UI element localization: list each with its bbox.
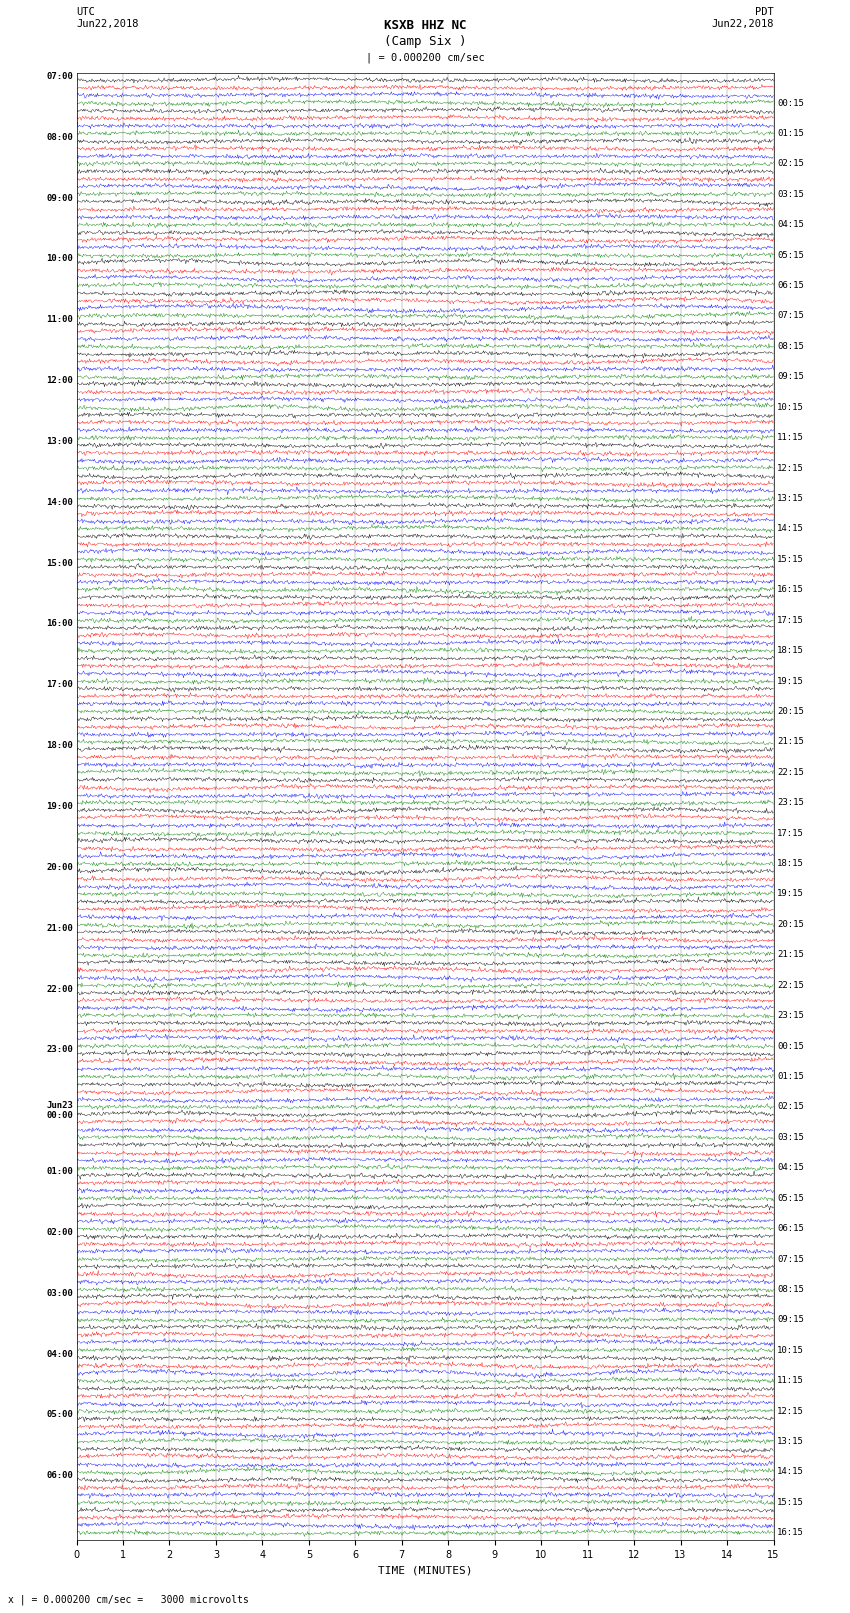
Text: 08:15: 08:15 bbox=[777, 1286, 804, 1294]
Text: 22:00: 22:00 bbox=[46, 984, 73, 994]
Text: 10:00: 10:00 bbox=[46, 255, 73, 263]
Text: 18:00: 18:00 bbox=[46, 740, 73, 750]
Text: 15:15: 15:15 bbox=[777, 555, 804, 565]
Text: 14:15: 14:15 bbox=[777, 1468, 804, 1476]
Text: 22:15: 22:15 bbox=[777, 981, 804, 990]
Text: 18:15: 18:15 bbox=[777, 860, 804, 868]
Text: 00:15: 00:15 bbox=[777, 98, 804, 108]
Text: 14:00: 14:00 bbox=[46, 498, 73, 506]
Text: 06:00: 06:00 bbox=[46, 1471, 73, 1481]
Text: 17:15: 17:15 bbox=[777, 829, 804, 837]
Text: 10:15: 10:15 bbox=[777, 1345, 804, 1355]
Text: 04:15: 04:15 bbox=[777, 221, 804, 229]
Text: 03:15: 03:15 bbox=[777, 190, 804, 198]
Text: 21:00: 21:00 bbox=[46, 924, 73, 932]
Text: 08:15: 08:15 bbox=[777, 342, 804, 352]
Text: 01:15: 01:15 bbox=[777, 1073, 804, 1081]
Text: 06:15: 06:15 bbox=[777, 281, 804, 290]
Text: | = 0.000200 cm/sec: | = 0.000200 cm/sec bbox=[366, 52, 484, 63]
Text: KSXB HHZ NC: KSXB HHZ NC bbox=[383, 19, 467, 32]
Text: 19:15: 19:15 bbox=[777, 889, 804, 898]
Text: 15:00: 15:00 bbox=[46, 558, 73, 568]
Text: 04:00: 04:00 bbox=[46, 1350, 73, 1358]
Text: 19:15: 19:15 bbox=[777, 676, 804, 686]
Text: 16:00: 16:00 bbox=[46, 619, 73, 629]
Text: 13:15: 13:15 bbox=[777, 494, 804, 503]
Text: Jun23
00:00: Jun23 00:00 bbox=[46, 1102, 73, 1121]
Text: 07:15: 07:15 bbox=[777, 311, 804, 321]
Text: 18:15: 18:15 bbox=[777, 647, 804, 655]
Text: 15:15: 15:15 bbox=[777, 1498, 804, 1507]
Text: 12:00: 12:00 bbox=[46, 376, 73, 386]
Text: 13:00: 13:00 bbox=[46, 437, 73, 445]
Text: 02:15: 02:15 bbox=[777, 1102, 804, 1111]
Text: 01:15: 01:15 bbox=[777, 129, 804, 139]
Text: 13:15: 13:15 bbox=[777, 1437, 804, 1445]
Text: 05:15: 05:15 bbox=[777, 250, 804, 260]
Text: x | = 0.000200 cm/sec =   3000 microvolts: x | = 0.000200 cm/sec = 3000 microvolts bbox=[8, 1594, 249, 1605]
Text: 20:15: 20:15 bbox=[777, 919, 804, 929]
Text: 23:00: 23:00 bbox=[46, 1045, 73, 1055]
Text: 14:15: 14:15 bbox=[777, 524, 804, 534]
Text: 05:00: 05:00 bbox=[46, 1410, 73, 1419]
Text: (Camp Six ): (Camp Six ) bbox=[383, 35, 467, 48]
Text: 22:15: 22:15 bbox=[777, 768, 804, 777]
Text: 07:15: 07:15 bbox=[777, 1255, 804, 1263]
Text: 02:00: 02:00 bbox=[46, 1227, 73, 1237]
Text: 06:15: 06:15 bbox=[777, 1224, 804, 1232]
Text: 00:15: 00:15 bbox=[777, 1042, 804, 1050]
Text: 10:15: 10:15 bbox=[777, 403, 804, 411]
Text: 16:15: 16:15 bbox=[777, 586, 804, 594]
Text: 11:15: 11:15 bbox=[777, 434, 804, 442]
Text: 08:00: 08:00 bbox=[46, 132, 73, 142]
Text: 16:15: 16:15 bbox=[777, 1528, 804, 1537]
Text: 19:00: 19:00 bbox=[46, 802, 73, 811]
Text: 11:00: 11:00 bbox=[46, 315, 73, 324]
Text: 11:15: 11:15 bbox=[777, 1376, 804, 1386]
Text: 17:15: 17:15 bbox=[777, 616, 804, 624]
Text: 09:15: 09:15 bbox=[777, 1315, 804, 1324]
Text: 12:15: 12:15 bbox=[777, 1407, 804, 1416]
Text: 21:15: 21:15 bbox=[777, 737, 804, 747]
Text: 05:15: 05:15 bbox=[777, 1194, 804, 1203]
Text: PDT
Jun22,2018: PDT Jun22,2018 bbox=[711, 8, 774, 29]
Text: 20:15: 20:15 bbox=[777, 706, 804, 716]
Text: 07:00: 07:00 bbox=[46, 73, 73, 81]
Text: 01:00: 01:00 bbox=[46, 1168, 73, 1176]
Text: 17:00: 17:00 bbox=[46, 681, 73, 689]
Text: 20:00: 20:00 bbox=[46, 863, 73, 873]
Text: 23:15: 23:15 bbox=[777, 1011, 804, 1019]
Text: 23:15: 23:15 bbox=[777, 798, 804, 806]
Text: 03:00: 03:00 bbox=[46, 1289, 73, 1298]
Text: UTC
Jun22,2018: UTC Jun22,2018 bbox=[76, 8, 139, 29]
Text: 09:00: 09:00 bbox=[46, 194, 73, 203]
Text: 21:15: 21:15 bbox=[777, 950, 804, 960]
Text: 12:15: 12:15 bbox=[777, 463, 804, 473]
Text: 09:15: 09:15 bbox=[777, 373, 804, 381]
Text: 02:15: 02:15 bbox=[777, 160, 804, 168]
Text: 03:15: 03:15 bbox=[777, 1132, 804, 1142]
Text: 04:15: 04:15 bbox=[777, 1163, 804, 1173]
X-axis label: TIME (MINUTES): TIME (MINUTES) bbox=[377, 1566, 473, 1576]
